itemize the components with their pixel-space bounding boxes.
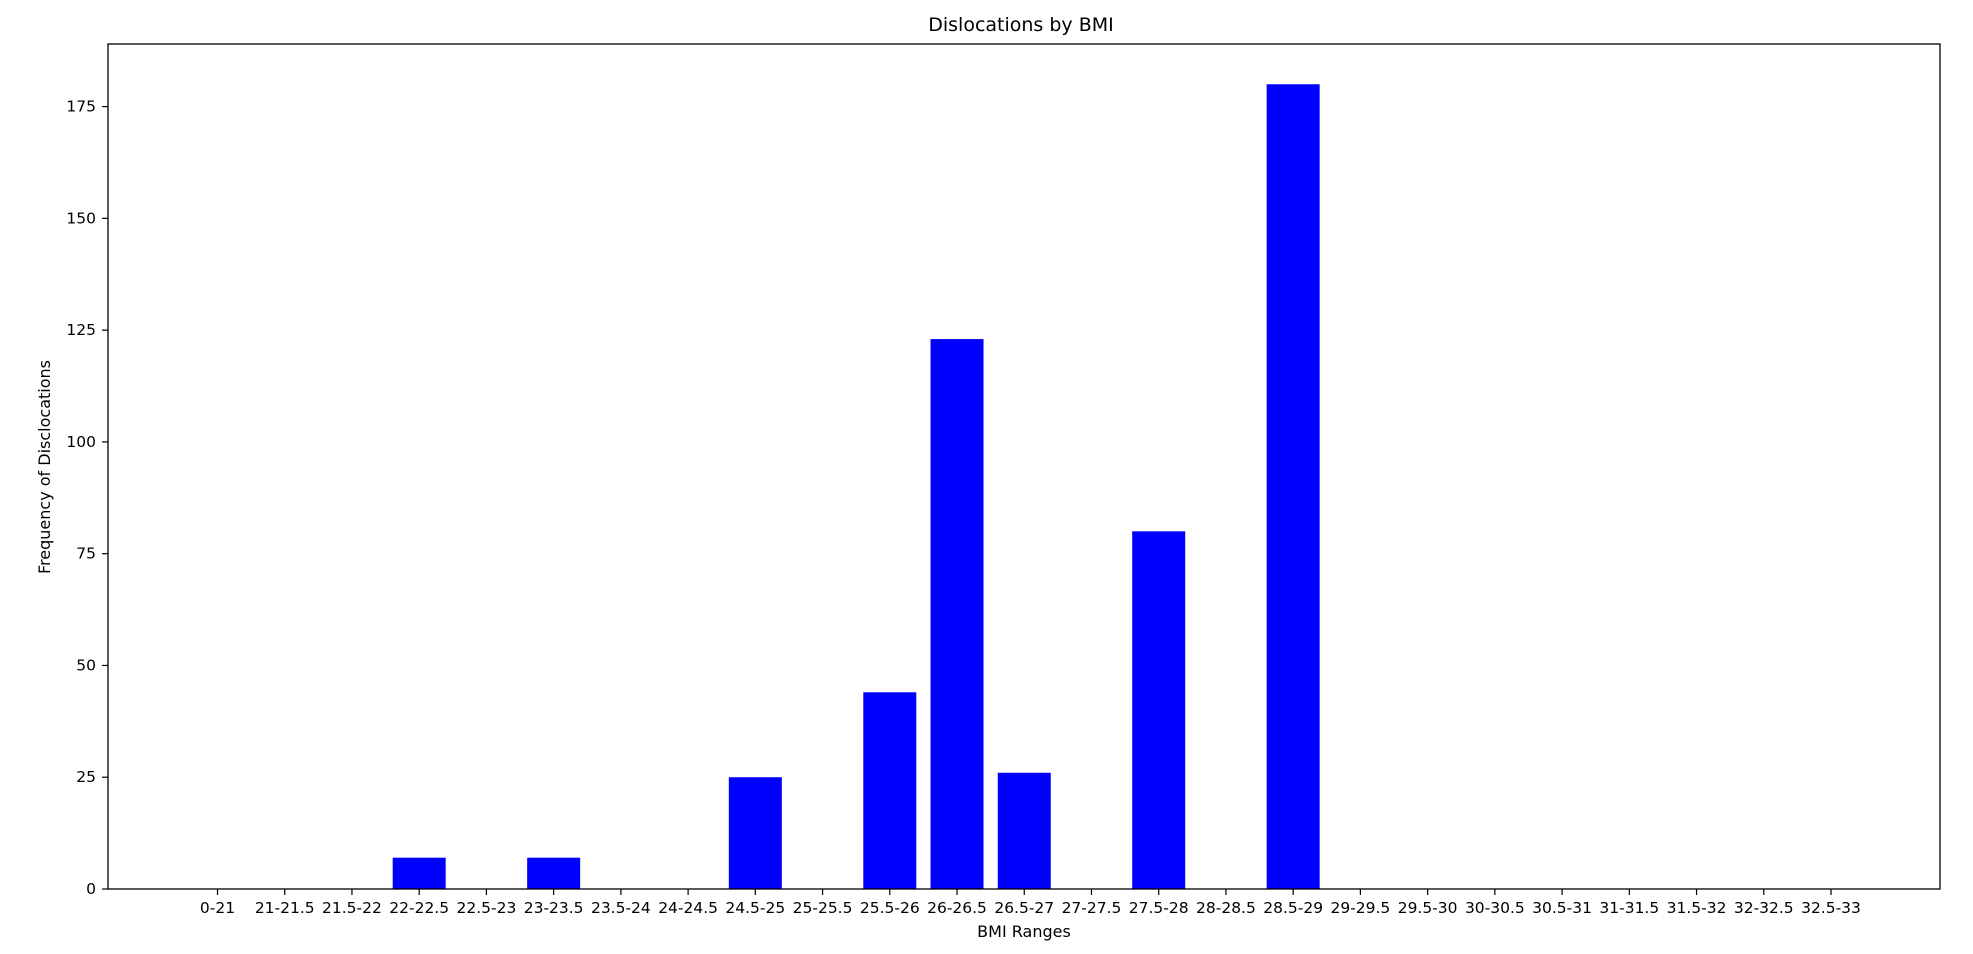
y-tick-label: 125 [66,321,96,339]
x-tick-label: 21.5-22 [322,899,382,917]
bar [930,339,984,890]
x-tick-label: 27-27.5 [1062,899,1122,917]
x-tick-label: 31-31.5 [1599,899,1659,917]
y-tick-label: 150 [66,209,96,227]
x-tick-label: 0-21 [200,899,235,917]
x-tick-label: 31.5-32 [1667,899,1727,917]
x-tick-label: 22-22.5 [389,899,449,917]
x-tick-label: 32.5-33 [1801,899,1861,917]
x-tick-label: 24-24.5 [658,899,718,917]
y-tick-label: 50 [76,656,96,674]
y-tick-label: 25 [76,768,96,786]
x-tick-label: 25-25.5 [793,899,853,917]
bar [1266,84,1320,890]
x-tick-label: 23.5-24 [591,899,651,917]
plot-frame [107,43,1941,890]
x-tick-label: 22.5-23 [457,899,517,917]
y-tick-label: 0 [86,880,96,898]
y-tick-label: 75 [76,545,96,563]
bar [527,857,581,889]
x-tick-label: 29-29.5 [1330,899,1390,917]
bar [1132,531,1186,889]
x-tick-label: 30-30.5 [1465,899,1525,917]
chart-title: Dislocations by BMI [928,14,1114,36]
y-tick-label: 100 [66,433,96,451]
x-tick-label: 26-26.5 [927,899,987,917]
bar [997,772,1051,889]
x-axis-label: BMI Ranges [977,922,1071,941]
x-axis: 0-21 21-21.5 21.5-22 22-22.5 22.5-23 23-23.5 2… [200,889,1861,917]
x-tick-label: 32-32.5 [1734,899,1794,917]
x-tick-label: 30.5-31 [1532,899,1592,917]
bar [728,777,782,889]
x-tick-label: 28-28.5 [1196,899,1256,917]
x-tick-label: 21-21.5 [255,899,315,917]
y-axis-label: Frequency of Disclocations [35,360,54,574]
y-axis: 0 25 50 75 100 125 150 175 [66,98,108,898]
x-tick-label: 25.5-26 [860,899,920,917]
x-tick-label: 24.5-25 [725,899,785,917]
x-tick-label: 29.5-30 [1398,899,1458,917]
bar [863,692,917,889]
x-tick-label: 23-23.5 [524,899,584,917]
bars-group [392,84,1320,890]
x-tick-label: 28.5-29 [1263,899,1323,917]
x-tick-label: 27.5-28 [1129,899,1189,917]
y-tick-label: 175 [66,98,96,116]
bar [392,857,446,889]
x-tick-label: 26.5-27 [994,899,1054,917]
